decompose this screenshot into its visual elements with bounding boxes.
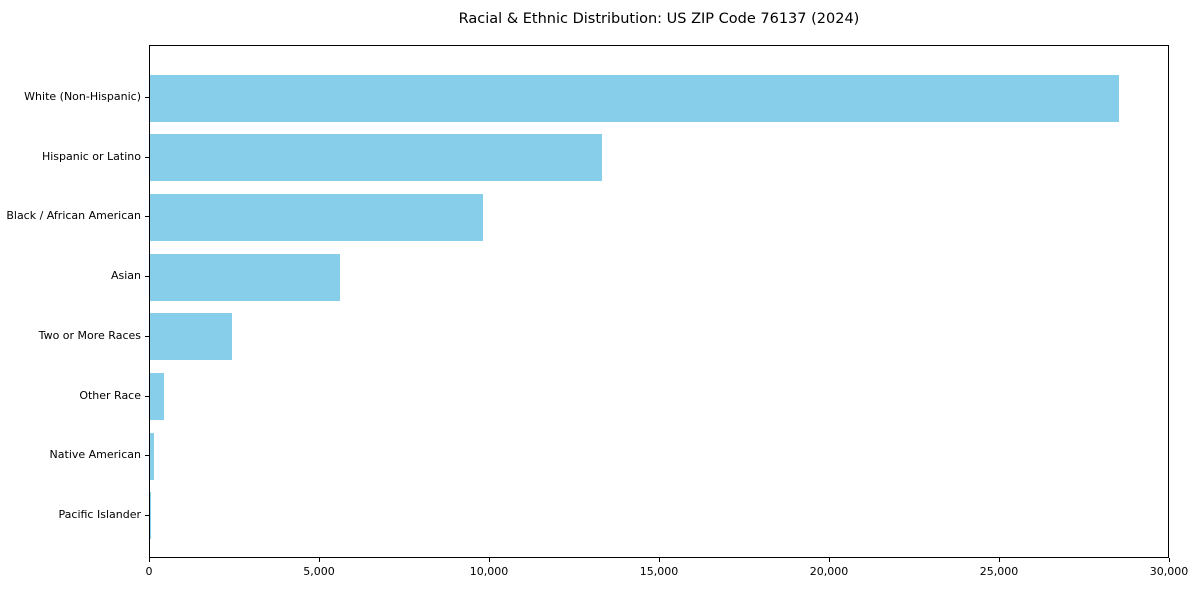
y-tick-label: Hispanic or Latino	[41, 149, 141, 163]
y-tick-label: Asian	[110, 269, 141, 283]
bar-native-american	[150, 432, 155, 480]
bar-white-non-hispanic	[150, 74, 1119, 122]
bar-pacific-islander	[150, 492, 151, 540]
x-tick-label: 20,000	[809, 565, 849, 578]
y-tick-mark	[145, 276, 149, 277]
y-tick-mark	[145, 336, 149, 337]
x-tick-mark	[659, 558, 660, 562]
y-tick-mark	[145, 515, 149, 516]
bar-hispanic-or-latino	[150, 134, 603, 182]
x-tick-label: 15,000	[639, 565, 679, 578]
y-tick-label: Native American	[49, 448, 141, 462]
y-tick-mark	[145, 97, 149, 98]
bar-asian	[150, 253, 341, 301]
y-tick-label: Black / African American	[6, 209, 141, 223]
x-tick-label: 25,000	[979, 565, 1019, 578]
bar-other-race	[150, 373, 164, 421]
x-tick-mark	[829, 558, 830, 562]
plot-area	[149, 45, 1169, 558]
x-tick-mark	[1169, 558, 1170, 562]
x-tick-mark	[149, 558, 150, 562]
x-tick-mark	[489, 558, 490, 562]
y-tick-mark	[145, 157, 149, 158]
y-tick-label: Pacific Islander	[58, 507, 141, 521]
bar-black-african-american	[150, 193, 484, 241]
y-tick-mark	[145, 216, 149, 217]
x-tick-label: 0	[145, 565, 153, 578]
chart-title: Racial & Ethnic Distribution: US ZIP Cod…	[458, 11, 860, 27]
y-tick-label: White (Non-Hispanic)	[24, 90, 141, 103]
x-tick-label: 30,000	[1149, 565, 1189, 578]
x-tick-mark	[999, 558, 1000, 562]
x-tick-mark	[319, 558, 320, 562]
x-tick-label: 5,000	[303, 565, 335, 578]
bar-two-or-more-races	[150, 313, 232, 361]
y-tick-label: Two or More Races	[38, 328, 141, 342]
y-tick-mark	[145, 455, 149, 456]
x-tick-label: 10,000	[469, 565, 509, 578]
y-tick-mark	[145, 396, 149, 397]
y-tick-label: Other Race	[79, 388, 141, 402]
